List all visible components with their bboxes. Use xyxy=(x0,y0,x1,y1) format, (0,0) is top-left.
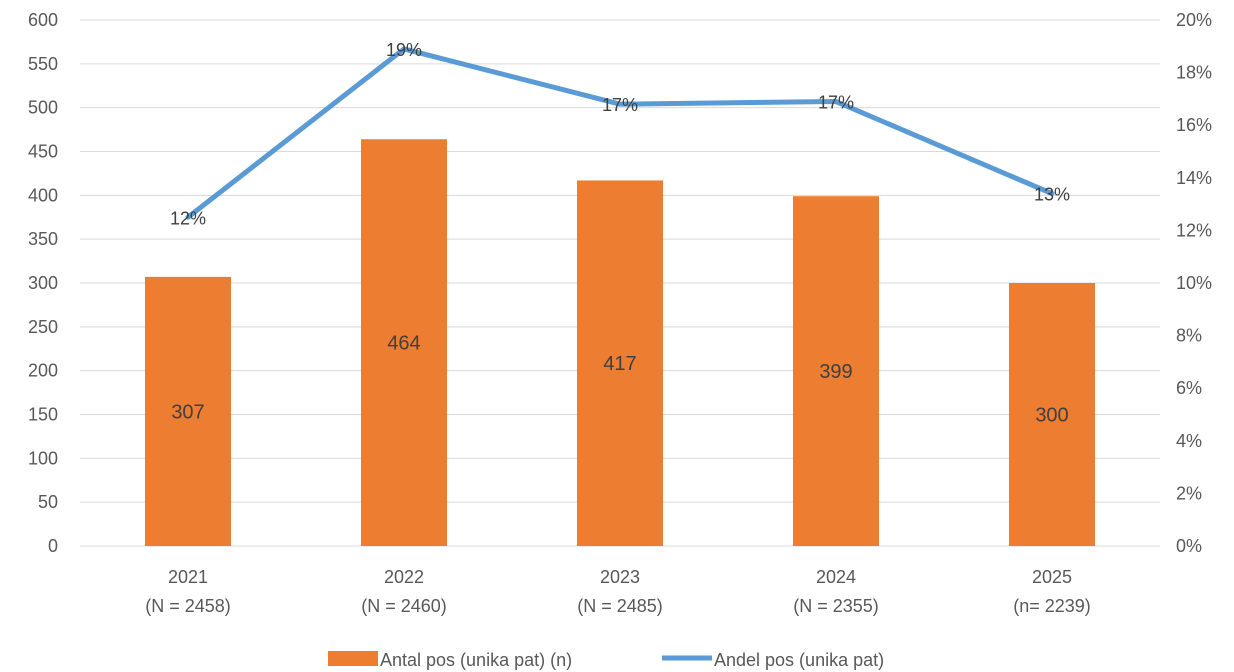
left-axis-tick-label: 450 xyxy=(28,142,58,162)
right-axis-tick-label: 8% xyxy=(1176,326,1202,346)
legend: Antal pos (unika pat) (n) Andel pos (uni… xyxy=(328,650,884,670)
bar-data-labels: 307 464 417 399 300 xyxy=(171,333,1068,427)
left-axis-tick-label: 150 xyxy=(28,405,58,425)
right-axis-tick-label: 6% xyxy=(1176,378,1202,398)
category-label: 2022 xyxy=(384,567,424,587)
right-axis-tick-label: 20% xyxy=(1176,10,1212,30)
bar-series xyxy=(145,139,1095,546)
line-data-label: 12% xyxy=(170,208,206,228)
bar xyxy=(361,139,447,546)
category-label: 2025 xyxy=(1032,567,1072,587)
line-series xyxy=(185,46,1055,220)
line-data-label: 17% xyxy=(602,95,638,115)
bar-data-label: 399 xyxy=(819,361,852,383)
bar xyxy=(145,276,231,546)
left-axis-tick-label: 550 xyxy=(28,54,58,74)
left-axis-tick-label: 250 xyxy=(28,317,58,337)
left-axis-tick-label: 400 xyxy=(28,185,58,205)
right-axis-tick-label: 4% xyxy=(1176,431,1202,451)
right-axis-tick-label: 2% xyxy=(1176,483,1202,503)
left-axis-tick-label: 300 xyxy=(28,273,58,293)
bar-data-label: 464 xyxy=(387,333,420,355)
category-note: (N = 2485) xyxy=(577,596,663,616)
right-axis-tick-label: 16% xyxy=(1176,115,1212,135)
legend-swatch-bar xyxy=(328,651,378,666)
left-axis-tick-label: 50 xyxy=(38,492,58,512)
left-axis-tick-label: 350 xyxy=(28,229,58,249)
line-data-label: 17% xyxy=(818,93,854,113)
right-axis-tick-label: 14% xyxy=(1176,168,1212,188)
category-note: (N = 2458) xyxy=(145,596,231,616)
line-data-label: 19% xyxy=(386,40,422,60)
category-label: 2021 xyxy=(168,567,208,587)
left-axis-tick-label: 200 xyxy=(28,361,58,381)
category-note: (n= 2239) xyxy=(1013,596,1091,616)
bar xyxy=(1009,283,1095,546)
legend-label-line: Andel pos (unika pat) xyxy=(714,650,884,670)
category-axis: 2021 (N = 2458) 2022 (N = 2460) 2023 (N = 248… xyxy=(145,567,1091,616)
category-label: 2023 xyxy=(600,567,640,587)
line-path xyxy=(185,46,1055,220)
right-axis-tick-label: 0% xyxy=(1176,536,1202,556)
legend-label-bar: Antal pos (unika pat) (n) xyxy=(380,650,572,670)
right-axis-tick-label: 18% xyxy=(1176,63,1212,83)
left-axis-tick-label: 0 xyxy=(48,536,58,556)
category-note: (N = 2460) xyxy=(361,596,447,616)
left-axis: 0 50 100 150 200 250 300 350 400 450 500 550 600 xyxy=(28,10,58,556)
line-data-label: 13% xyxy=(1034,185,1070,205)
bar-data-label: 417 xyxy=(603,353,636,375)
right-axis-tick-label: 10% xyxy=(1176,273,1212,293)
category-label: 2024 xyxy=(816,567,856,587)
bar xyxy=(577,180,663,546)
category-note: (N = 2355) xyxy=(793,596,879,616)
left-axis-tick-label: 600 xyxy=(28,10,58,30)
left-axis-tick-label: 500 xyxy=(28,98,58,118)
bar-data-label: 300 xyxy=(1035,405,1068,427)
right-axis-tick-label: 12% xyxy=(1176,220,1212,240)
bar-data-label: 307 xyxy=(171,401,204,423)
right-axis: 0% 2% 4% 6% 8% 10% 12% 14% 16% 18% 20% xyxy=(1176,10,1212,556)
bar xyxy=(793,196,879,546)
line-data-labels: 12% 19% 17% 17% 13% xyxy=(170,40,1070,228)
left-axis-tick-label: 100 xyxy=(28,448,58,468)
